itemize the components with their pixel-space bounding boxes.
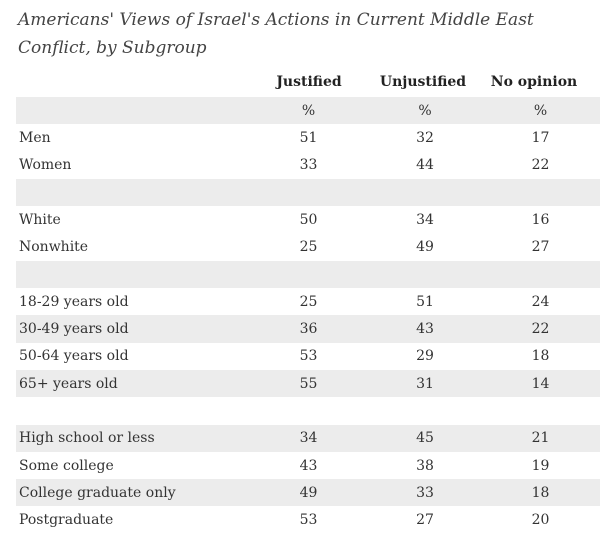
table-row: 65+ years old 55 31 14 (16, 369, 600, 398)
table-row: Postgraduate 53 27 20 (16, 506, 600, 533)
row-label: High school or less (16, 424, 248, 452)
row-label: 30-49 years old (16, 315, 248, 343)
cell-unjustified: 43 (369, 315, 481, 343)
cell-justified: 25 (299, 293, 318, 310)
cell-no-opinion: 14 (481, 369, 600, 398)
row-label: Women (19, 157, 72, 174)
cell-no-opinion: 18 (481, 479, 600, 507)
cell-unjustified: 51 (416, 293, 434, 310)
cell-no-opinion: 17 (531, 129, 550, 146)
cell-unjustified: 29 (416, 348, 434, 365)
table-row: White 50 34 16 (16, 206, 600, 233)
cell-justified: 36 (248, 315, 369, 343)
cell-no-opinion: 27 (531, 239, 550, 256)
row-label (16, 397, 248, 424)
row-label: 65+ years old (16, 369, 248, 398)
cell-justified: % (248, 97, 369, 125)
cell-unjustified: 27 (416, 512, 434, 529)
cell-justified: 34 (248, 424, 369, 452)
cell-unjustified: 38 (416, 457, 434, 474)
row-label: 18-29 years old (19, 293, 129, 310)
cell-unjustified: 31 (369, 369, 481, 398)
cell-justified: 51 (299, 129, 318, 146)
cell-no-opinion: 21 (481, 424, 600, 452)
cell-no-opinion: 22 (481, 315, 600, 343)
cell-unjustified: 45 (369, 424, 481, 452)
table-body: %%% Men 51 32 17 Women 33 44 22 White 50 34 16 Nonwhi… (16, 97, 600, 534)
cell-justified: 53 (299, 348, 318, 365)
column-header-unjustified: Unjustified (379, 74, 467, 90)
cell-justified (248, 397, 369, 424)
row-label: Postgraduate (19, 512, 114, 529)
cell-justified: 49 (248, 479, 369, 507)
cell-no-opinion: % (481, 97, 600, 125)
row-label: College graduate only (16, 479, 248, 507)
cell-justified: 55 (248, 369, 369, 398)
cell-no-opinion: 20 (531, 512, 550, 529)
row-label: Men (19, 129, 51, 146)
cell-justified: 50 (299, 211, 318, 228)
cell-unjustified (369, 260, 481, 289)
row-label (16, 178, 248, 207)
cell-no-opinion: 22 (531, 157, 550, 174)
cell-unjustified: % (369, 97, 481, 125)
cell-no-opinion (481, 260, 600, 289)
table-row: 18-29 years old 25 51 24 (16, 288, 600, 315)
row-label: White (19, 211, 61, 228)
cell-justified: 43 (299, 457, 318, 474)
cell-justified (248, 178, 369, 207)
cell-justified: 33 (299, 157, 318, 174)
table-row: College graduate only 49 33 18 (16, 479, 600, 507)
cell-unjustified: 44 (416, 157, 434, 174)
spacer-row (16, 178, 600, 207)
cell-unjustified: 49 (416, 239, 434, 256)
cell-unjustified: 34 (416, 211, 434, 228)
column-header-no-opinion: No opinion (490, 74, 578, 90)
unit-row: %%% (16, 97, 600, 125)
cell-no-opinion (481, 178, 600, 207)
row-label: Some college (19, 457, 114, 474)
subgroup-table: %%% Men 51 32 17 Women 33 44 22 White 50 34 16 Nonwhi… (16, 97, 600, 534)
cell-unjustified (369, 178, 481, 207)
cell-unjustified (369, 397, 481, 424)
cell-unjustified: 32 (416, 129, 434, 146)
cell-no-opinion: 18 (531, 348, 550, 365)
table-row: Some college 43 38 19 (16, 452, 600, 479)
table-row: 50-64 years old 53 29 18 (16, 343, 600, 370)
column-header-justified: Justified (276, 74, 342, 90)
table-row: 30-49 years old 36 43 22 (16, 315, 600, 343)
row-label: 50-64 years old (19, 348, 129, 365)
row-label: Nonwhite (19, 239, 89, 256)
cell-justified: 53 (299, 512, 318, 529)
cell-no-opinion: 24 (531, 293, 550, 310)
row-label (16, 97, 248, 125)
cell-no-opinion (481, 397, 600, 424)
cell-no-opinion: 19 (531, 457, 550, 474)
cell-justified (248, 260, 369, 289)
chart-title: Americans' Views of Israel's Actions in … (18, 10, 534, 58)
row-label (16, 260, 248, 289)
spacer-row (16, 397, 600, 424)
spacer-row (16, 260, 600, 289)
cell-unjustified: 33 (369, 479, 481, 507)
cell-no-opinion: 16 (531, 211, 550, 228)
column-header-row: Justified Unjustified No opinion (16, 72, 600, 96)
table-row: Women 33 44 22 (16, 152, 600, 179)
cell-justified: 25 (299, 239, 318, 256)
table-row: High school or less 34 45 21 (16, 424, 600, 452)
table-row: Men 51 32 17 (16, 124, 600, 151)
table-row: Nonwhite 25 49 27 (16, 233, 600, 260)
